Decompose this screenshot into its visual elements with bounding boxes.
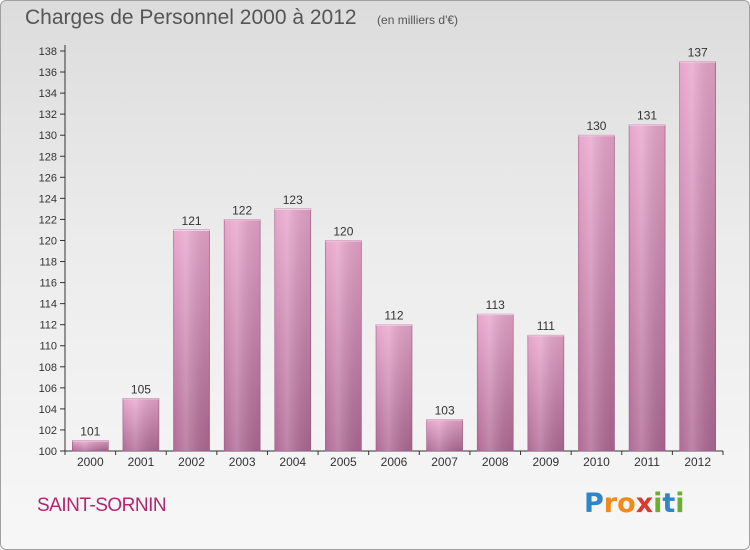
- y-tick-label: 110: [39, 341, 57, 353]
- bar-value-label: 137: [688, 46, 708, 60]
- x-tick-label: 2002: [178, 455, 205, 469]
- unit-note: (en milliers d'€): [377, 13, 459, 27]
- y-tick-label: 116: [39, 278, 57, 290]
- bar-shade: [72, 440, 109, 451]
- logo-letter: r: [603, 488, 618, 519]
- bar-value-label: 101: [80, 424, 100, 438]
- title-line: Charges de Personnel 2000 à 2012 (en mil…: [25, 6, 458, 30]
- commune-name: SAINT-SORNIN: [37, 495, 167, 516]
- bar-value-label: 123: [283, 193, 303, 207]
- chart-title: Charges de Personnel 2000 à 2012: [25, 6, 357, 29]
- bar-shade: [224, 219, 261, 451]
- logo-letter: P: [584, 488, 604, 519]
- bar-value-label: 111: [537, 319, 556, 333]
- bar-value-label: 122: [232, 203, 252, 217]
- bar-value-label: 112: [384, 309, 403, 323]
- x-tick-label: 2011: [634, 455, 660, 469]
- y-tick-label: 138: [39, 46, 57, 58]
- bar-value-label: 130: [586, 119, 606, 133]
- y-tick-label: 122: [39, 214, 57, 226]
- y-tick-label: 106: [39, 383, 57, 395]
- y-tick-label: 128: [39, 151, 57, 163]
- bar-shade: [629, 124, 666, 452]
- bar-value-label: 113: [486, 298, 505, 312]
- bar-shade: [325, 240, 362, 451]
- bar-shade: [173, 229, 210, 451]
- bar-shade: [679, 61, 716, 452]
- bar-shade: [122, 398, 159, 451]
- x-tick-label: 2008: [482, 455, 509, 469]
- bar-shade: [578, 135, 615, 452]
- bar-shade: [477, 314, 514, 451]
- x-tick-label: 2004: [279, 455, 306, 469]
- logo-letter: t: [662, 488, 676, 519]
- y-tick-label: 132: [39, 109, 57, 121]
- y-tick-label: 100: [39, 446, 57, 458]
- logo-letter: o: [617, 488, 636, 519]
- y-tick-label: 130: [39, 130, 57, 142]
- x-tick-label: 2010: [583, 455, 610, 469]
- y-tick-label: 120: [39, 235, 57, 247]
- logo-letter: i: [653, 488, 663, 519]
- y-tick-label: 114: [39, 299, 57, 311]
- proxiti-logo[interactable]: Proxiti: [584, 488, 685, 519]
- x-tick-label: 2006: [381, 455, 408, 469]
- y-tick-label: 102: [39, 425, 57, 437]
- bar-shade: [376, 324, 412, 451]
- y-tick-label: 126: [39, 172, 57, 184]
- x-tick-label: 2009: [532, 455, 559, 469]
- bar-value-label: 131: [637, 109, 657, 123]
- bar-value-label: 103: [435, 403, 455, 417]
- y-tick-label: 118: [39, 257, 57, 269]
- y-tick-label: 124: [39, 193, 57, 205]
- bar-value-label: 105: [131, 382, 151, 396]
- bar-value-label: 121: [182, 214, 202, 228]
- y-tick-label: 104: [39, 404, 57, 416]
- x-tick-label: 2005: [330, 455, 357, 469]
- y-tick-label: 134: [39, 88, 57, 100]
- bar-shade: [527, 335, 564, 451]
- x-tick-label: 2007: [431, 455, 458, 469]
- bar-shade: [274, 208, 311, 451]
- x-tick-label: 2000: [77, 455, 104, 469]
- y-tick-label: 108: [39, 362, 57, 374]
- logo-letter: x: [635, 488, 654, 519]
- bar-value-label: 120: [333, 224, 353, 238]
- bar-shade: [426, 419, 463, 451]
- y-tick-label: 112: [39, 320, 57, 332]
- x-tick-label: 2012: [684, 455, 711, 469]
- logo-letter: i: [675, 488, 685, 519]
- x-tick-label: 2003: [229, 455, 256, 469]
- x-tick-label: 2001: [128, 455, 155, 469]
- y-tick-label: 136: [39, 67, 57, 79]
